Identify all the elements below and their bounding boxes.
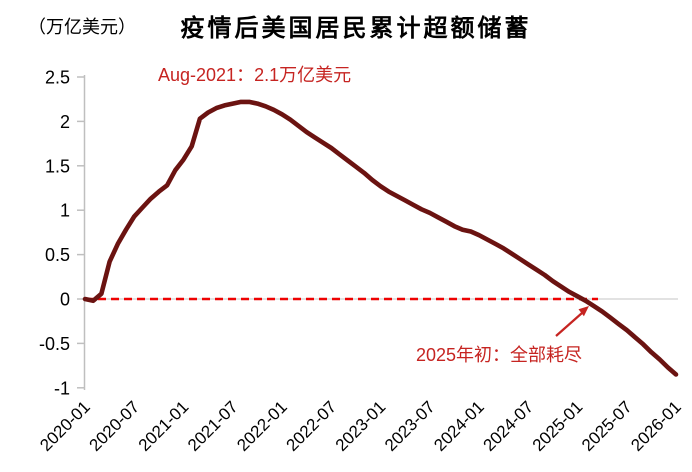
x-tick-label: 2026-01 [627, 397, 685, 455]
y-tick-label: 0.5 [45, 245, 70, 265]
x-tick-label: 2024-01 [430, 397, 488, 455]
x-tick-label: 2025-01 [529, 397, 587, 455]
chart-title: 疫情后美国居民累计超额储蓄 [180, 15, 532, 42]
x-tick-label: 2021-07 [184, 397, 242, 455]
x-tick-label: 2020-01 [36, 397, 94, 455]
y-axis-unit-label: （万亿美元） [28, 17, 136, 37]
x-tick-label: 2021-01 [135, 397, 193, 455]
x-tick-label: 2024-07 [480, 397, 538, 455]
excess-savings-line [82, 99, 679, 377]
x-tick-label: 2022-07 [283, 397, 341, 455]
depletion-annotation: 2025年初：全部耗尽 [416, 345, 583, 365]
y-tick-label: 2 [60, 112, 70, 132]
peak-annotation: Aug-2021：2.1万亿美元 [158, 65, 352, 85]
depletion-arrow-shaft [555, 312, 583, 337]
y-tick-label: 0 [60, 290, 70, 310]
x-tick-label: 2022-01 [233, 397, 291, 455]
x-tick-label: 2025-07 [578, 397, 636, 455]
y-tick-label: 1 [60, 201, 70, 221]
y-tick-label: 1.5 [45, 156, 70, 176]
x-tick-label: 2023-01 [332, 397, 390, 455]
y-tick-label: -1 [54, 378, 70, 398]
y-tick-label: 2.5 [45, 68, 70, 88]
depletion-arrow-head-icon [578, 306, 589, 317]
y-tick-label: -0.5 [39, 334, 70, 354]
x-tick-label: 2023-07 [381, 397, 439, 455]
x-tick-label: 2020-07 [86, 397, 144, 455]
